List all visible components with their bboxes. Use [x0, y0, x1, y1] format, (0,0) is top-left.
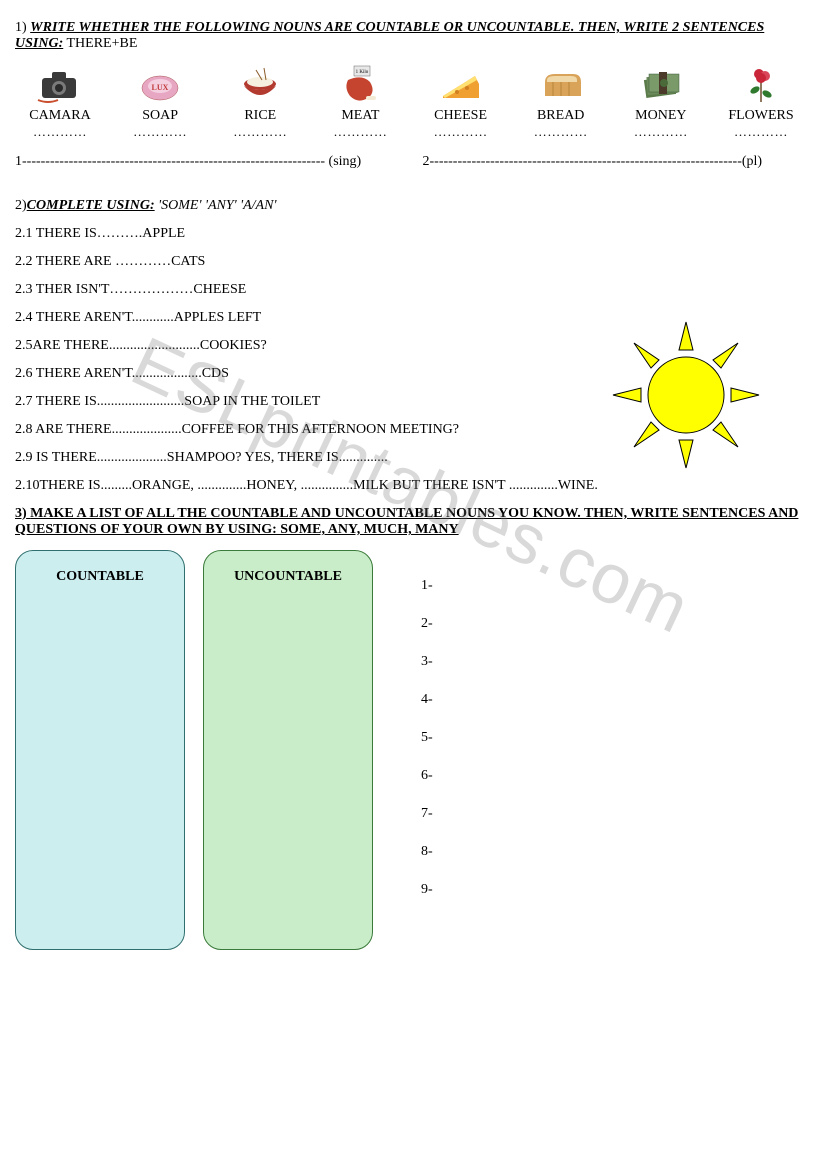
- noun-label: FLOWERS: [728, 108, 793, 124]
- q3-number: 3): [15, 506, 27, 521]
- q2-title: COMPLETE USING:: [27, 198, 155, 213]
- noun-rice: RICE …………: [215, 64, 305, 140]
- sent-num: 4-: [421, 692, 433, 708]
- q2-item: 2.2 THERE ARE …………CATS: [15, 254, 806, 270]
- sent-num: 2-: [421, 616, 433, 632]
- q3-heading: 3) MAKE A LIST OF ALL THE COUNTABLE AND …: [15, 506, 806, 538]
- q2-suffix: 'SOME' 'ANY' 'A/AN': [155, 198, 277, 213]
- noun-dots: …………: [734, 124, 788, 140]
- q1-line-sing: 1---------------------------------------…: [15, 154, 399, 170]
- countable-label: COUNTABLE: [56, 569, 144, 584]
- noun-label: BREAD: [537, 108, 584, 124]
- noun-cheese: CHEESE …………: [416, 64, 506, 140]
- noun-label: CHEESE: [434, 108, 487, 124]
- noun-label: MEAT: [341, 108, 379, 124]
- noun-bread: BREAD …………: [516, 64, 606, 140]
- noun-label: SOAP: [142, 108, 178, 124]
- q3-boxes-row: COUNTABLE UNCOUNTABLE 1- 2- 3- 4- 5- 6- …: [15, 550, 806, 950]
- noun-dots: …………: [133, 124, 187, 140]
- q1-suffix: THERE+BE: [63, 36, 137, 51]
- noun-flowers: FLOWERS …………: [716, 64, 806, 140]
- sent-num: 5-: [421, 730, 433, 746]
- svg-text:1 Kilo: 1 Kilo: [356, 70, 369, 75]
- noun-meat: 1 Kilo MEAT …………: [315, 64, 405, 140]
- sent-num: 8-: [421, 844, 433, 860]
- q2-item: 2.1 THERE IS……….APPLE: [15, 226, 806, 242]
- sent-num: 3-: [421, 654, 433, 670]
- q2-item: 2.10THERE IS.........ORANGE, ...........…: [15, 478, 806, 494]
- sent-num: 6-: [421, 768, 433, 784]
- rice-icon: [236, 64, 284, 106]
- sent-num: 9-: [421, 882, 433, 898]
- nouns-row: CAMARA ………… LUX SOAP ………… RICE …………: [15, 64, 806, 140]
- q1-heading: 1) WRITE WHETHER THE FOLLOWING NOUNS ARE…: [15, 20, 806, 52]
- noun-dots: …………: [534, 124, 588, 140]
- noun-label: MONEY: [635, 108, 686, 124]
- q2-item: 2.3 THER ISN'T………………CHEESE: [15, 282, 806, 298]
- camera-icon: [36, 64, 84, 106]
- noun-label: RICE: [244, 108, 276, 124]
- cheese-icon: [437, 64, 485, 106]
- meat-icon: 1 Kilo: [336, 64, 384, 106]
- flowers-icon: [737, 64, 785, 106]
- noun-camera: CAMARA …………: [15, 64, 105, 140]
- uncountable-label: UNCOUNTABLE: [234, 569, 342, 584]
- svg-text:LUX: LUX: [152, 83, 169, 92]
- q3-sentence-numbers: 1- 2- 3- 4- 5- 6- 7- 8- 9-: [421, 550, 433, 950]
- sent-num: 1-: [421, 578, 433, 594]
- q2-number: 2): [15, 198, 27, 213]
- soap-icon: LUX: [136, 64, 184, 106]
- noun-dots: …………: [634, 124, 688, 140]
- q2-heading: 2)COMPLETE USING: 'SOME' 'ANY' 'A/AN': [15, 198, 806, 214]
- noun-money: MONEY …………: [616, 64, 706, 140]
- noun-soap: LUX SOAP …………: [115, 64, 205, 140]
- q3-title: MAKE A LIST OF ALL THE COUNTABLE AND UNC…: [15, 506, 798, 537]
- q1-line-pl: 2---------------------------------------…: [423, 154, 807, 170]
- noun-dots: …………: [333, 124, 387, 140]
- q1-sentence-lines: 1---------------------------------------…: [15, 154, 806, 170]
- noun-label: CAMARA: [29, 108, 90, 124]
- noun-dots: …………: [233, 124, 287, 140]
- uncountable-box: UNCOUNTABLE: [203, 550, 373, 950]
- sun-icon: [611, 320, 761, 475]
- noun-dots: …………: [434, 124, 488, 140]
- countable-box: COUNTABLE: [15, 550, 185, 950]
- q1-number: 1): [15, 20, 27, 35]
- noun-dots: …………: [33, 124, 87, 140]
- bread-icon: [537, 64, 585, 106]
- money-icon: [637, 64, 685, 106]
- sent-num: 7-: [421, 806, 433, 822]
